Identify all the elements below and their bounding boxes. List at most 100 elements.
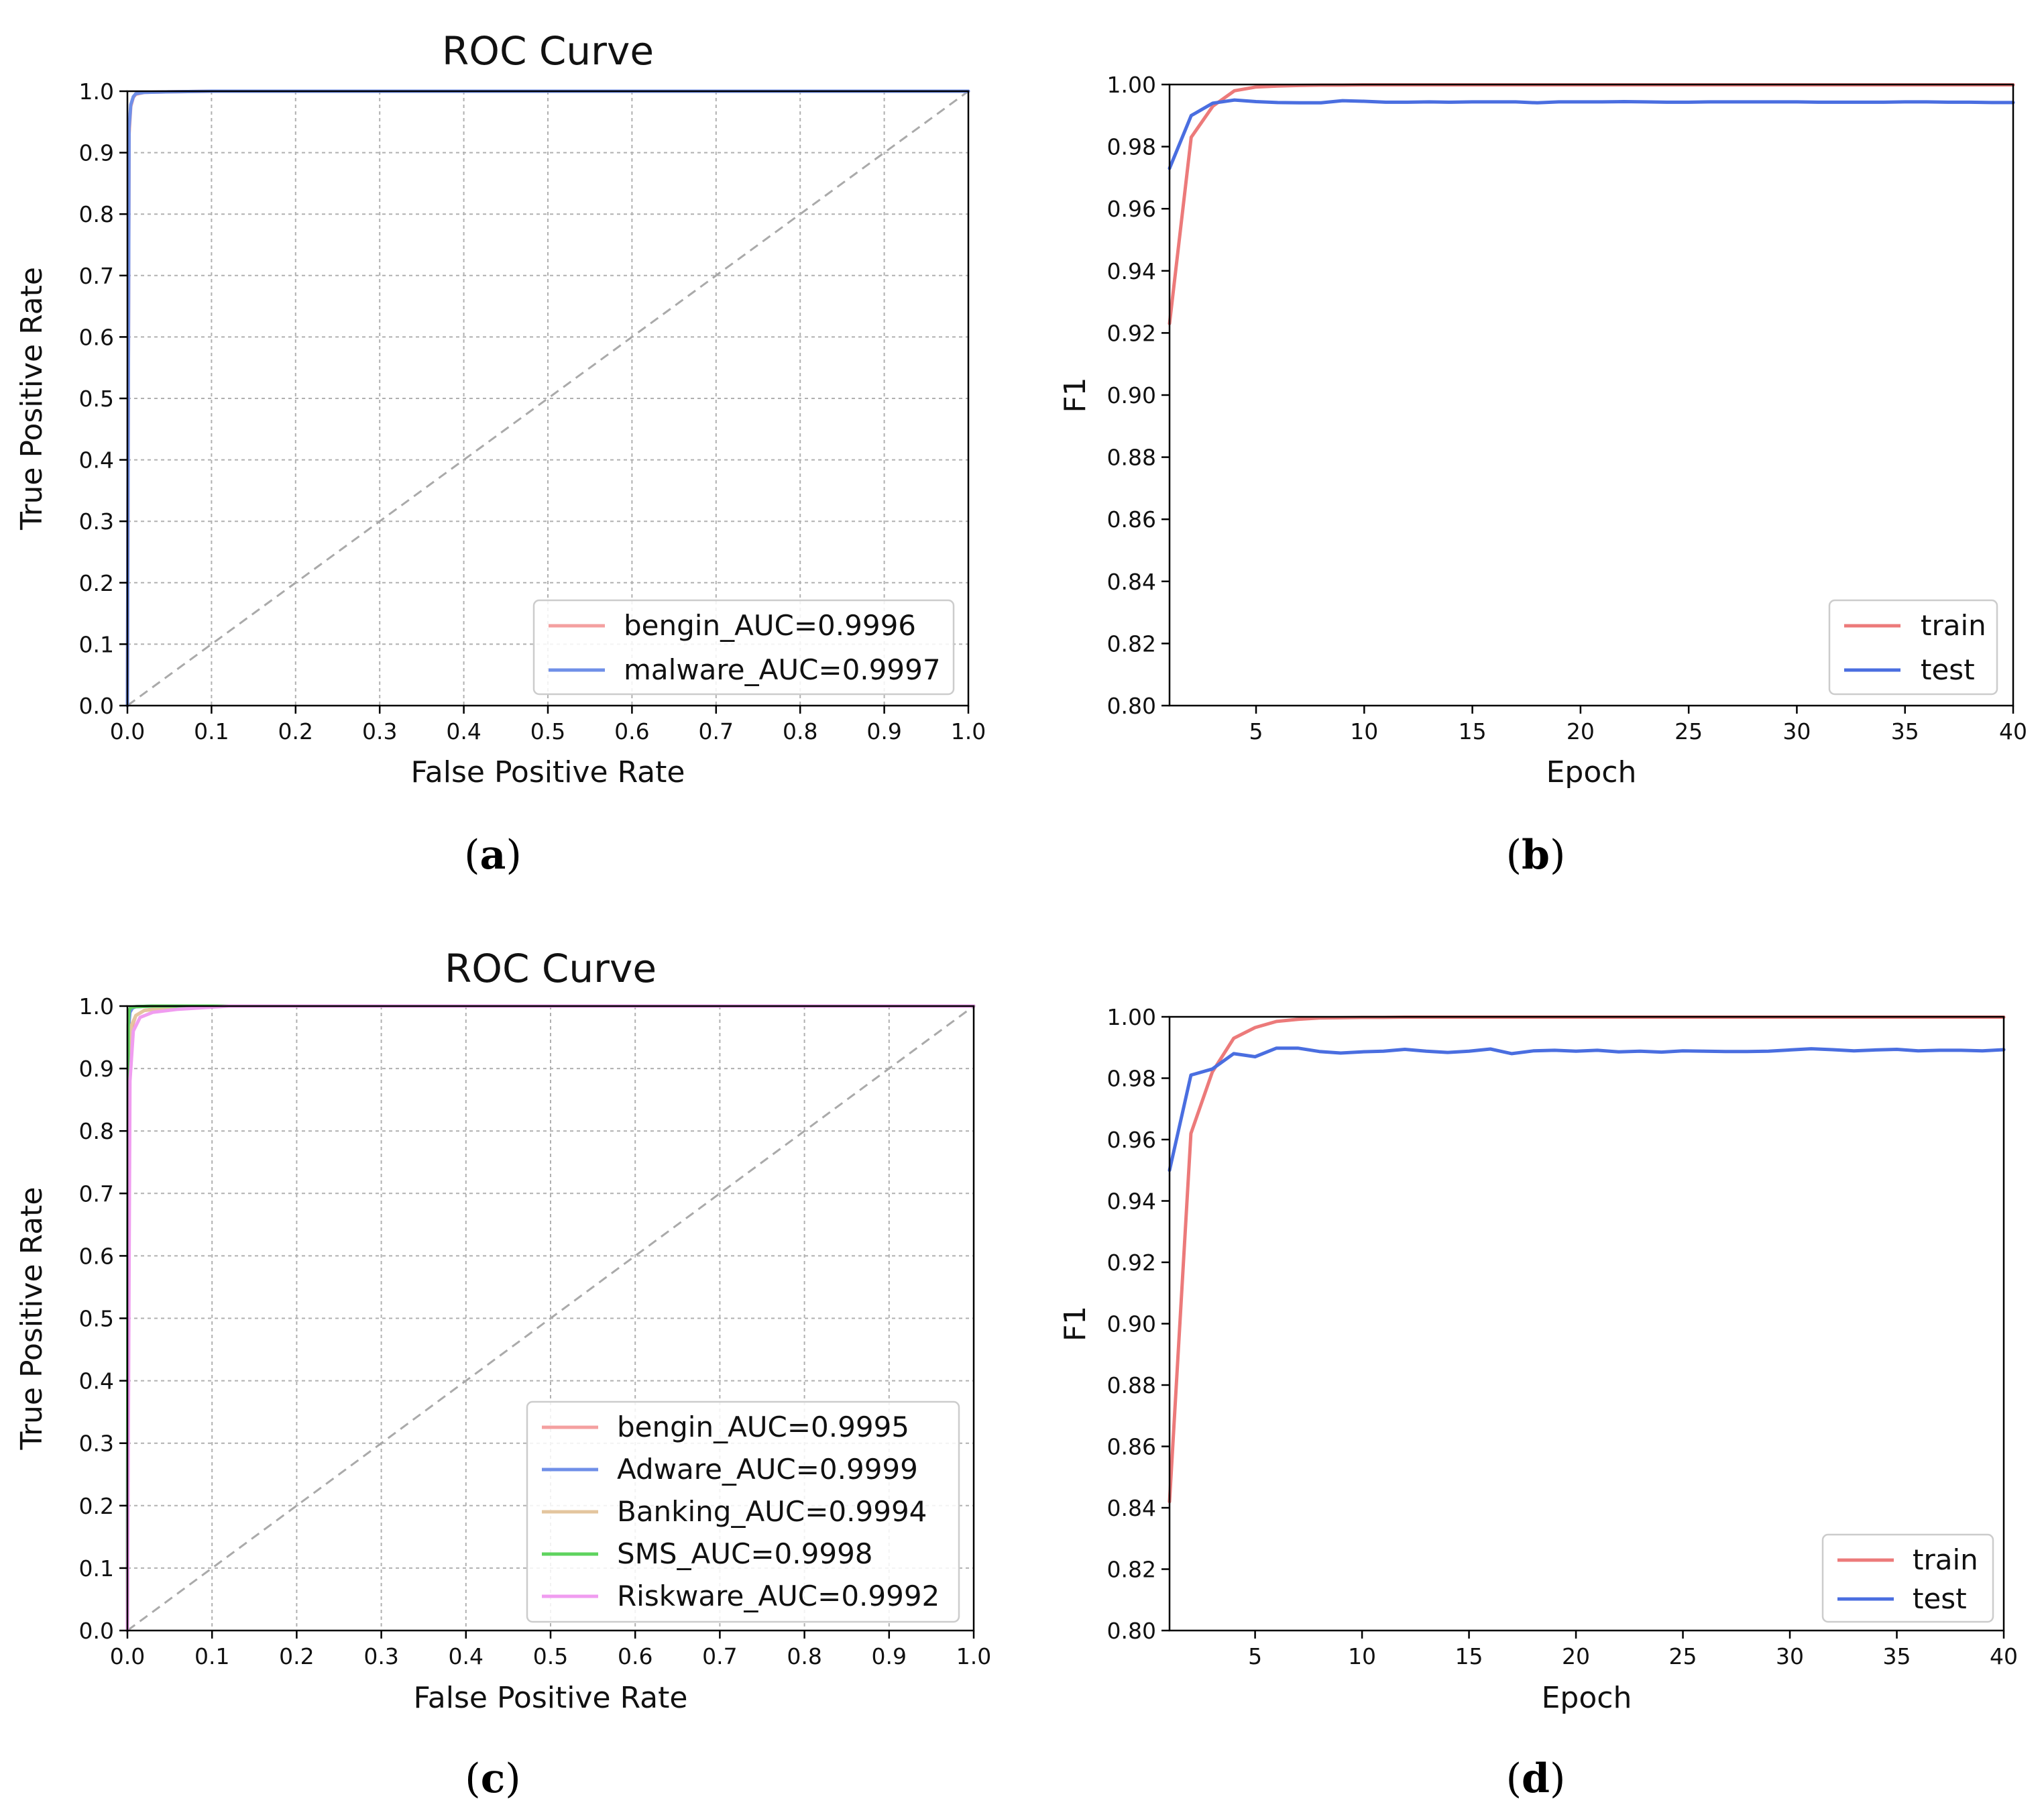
panel-d-y-tick-label: 0.88: [1107, 1372, 1156, 1398]
panel-d-y-tick-label: 0.86: [1107, 1434, 1156, 1460]
panel-a-x-tick-label: 1.0: [951, 718, 986, 745]
panel-a-x-tick-label: 0.9: [866, 718, 901, 745]
panel-c-y-tick-label: 0.1: [79, 1555, 114, 1582]
panel-b-y-tick-label: 0.96: [1107, 196, 1156, 222]
panel-a-x-tick-label: 0.3: [362, 718, 397, 745]
panel-b-y-tick-label: 0.98: [1107, 134, 1156, 160]
panel-b-y-tick-label: 0.82: [1107, 630, 1156, 657]
panel-b-y-tick-label: 0.80: [1107, 693, 1156, 719]
panel-d-x-tick-label: 5: [1248, 1643, 1262, 1669]
panel-c-y-axis-label: True Positive Rate: [15, 1187, 49, 1451]
panel-b-series-line-0: [1168, 83, 2015, 325]
panel-b-series-line-1: [1168, 98, 2015, 170]
panel-b-legend-label-1: test: [1921, 653, 1975, 686]
panel-b-x-tick-label: 5: [1249, 718, 1263, 745]
panel-d-x-tick-label: 30: [1776, 1643, 1804, 1669]
panel-d-y-tick-label: 0.92: [1107, 1250, 1156, 1276]
panel-d-x-tick-label: 40: [1990, 1643, 2018, 1669]
panel-d-y-tick-label: 0.82: [1107, 1557, 1156, 1583]
panel-b-f1-chart: 5 10 15 20 25 30 35 40 0.80 0.82 0.84 0.86 0.88 0.90 0…: [1058, 72, 2027, 789]
panel-c-x-tick-label: 0.1: [194, 1643, 229, 1669]
panel-d-x-tick-label: 10: [1348, 1643, 1376, 1669]
panel-c-legend-label-1: Adware_AUC=0.9999: [617, 1453, 918, 1486]
panel-b-y-tick-label: 0.88: [1107, 445, 1156, 471]
panel-a-y-tick-label: 0.0: [79, 693, 114, 719]
panel-c-y-tick-label: 1.0: [79, 993, 114, 1019]
panel-c-x-tick-label: 0.8: [787, 1643, 821, 1669]
panel-c-y-tick-label: 0.7: [79, 1180, 114, 1207]
panel-b-x-tick-label: 20: [1567, 718, 1595, 745]
panel-c-y-tick-label: 0.6: [79, 1243, 114, 1269]
panel-a-roc-chart: 0.0 0.1 0.2 0.3 0.4 0.5 0.6 0.7 0.8 0.9 1.0 0.0 0.1 0…: [15, 28, 986, 789]
panel-d-x-tick-label: 25: [1669, 1643, 1697, 1669]
panel-a-legend-box: [532, 599, 955, 696]
panel-c-legend-box: [526, 1400, 960, 1623]
panel-d-series-line-1: [1168, 1046, 2006, 1172]
panel-c-legend-label-0: bengin_AUC=0.9995: [617, 1411, 909, 1443]
panel-d-x-tick-label: 35: [1883, 1643, 1911, 1669]
panel-a-y-axis-label: True Positive Rate: [15, 267, 49, 531]
panel-c-x-tick-label: 0.2: [279, 1643, 314, 1669]
panel-c-legend-label-3: SMS_AUC=0.9998: [617, 1537, 873, 1570]
panel-a-y-tick-label: 0.6: [79, 324, 114, 350]
panel-c-legend-label-4: Riskware_AUC=0.9992: [617, 1580, 940, 1612]
panel-a-y-tick-label: 0.2: [79, 570, 114, 596]
panel-a-x-tick-label: 0.4: [446, 718, 481, 745]
panel-c-y-tick-label: 0.9: [79, 1056, 114, 1082]
panel-a-x-tick-label: 0.1: [194, 718, 229, 745]
panel-b-y-tick-label: 0.94: [1107, 258, 1156, 284]
panel-b-x-tick-label: 35: [1891, 718, 1919, 745]
panel-d-y-tick-label: 0.90: [1107, 1311, 1156, 1337]
caption-d: (d): [1506, 1755, 1566, 1802]
panel-d-y-tick-label: 0.94: [1107, 1189, 1156, 1215]
panel-c-x-tick-label: 0.5: [533, 1643, 568, 1669]
panel-a-y-tick-label: 0.4: [79, 447, 114, 474]
panel-a-x-tick-label: 0.2: [278, 718, 313, 745]
panel-d-legend-label-1: test: [1913, 1582, 1967, 1615]
panel-d-y-tick-label: 0.96: [1107, 1127, 1156, 1153]
panel-b-x-tick-label: 15: [1459, 718, 1487, 745]
panel-a-x-tick-label: 0.0: [110, 718, 145, 745]
panel-a-y-tick-label: 0.5: [79, 386, 114, 412]
panel-c-x-tick-label: 0.9: [872, 1643, 907, 1669]
panel-a-y-tick-label: 0.3: [79, 508, 114, 535]
panel-b-x-tick-label: 30: [1782, 718, 1811, 745]
panel-a-x-tick-label: 0.5: [530, 718, 565, 745]
panel-b-y-tick-label: 0.92: [1107, 320, 1156, 346]
panel-d-y-tick-label: 1.00: [1107, 1004, 1156, 1030]
panel-a-chart-title: ROC Curve: [442, 28, 654, 74]
panel-a-x-tick-label: 0.8: [783, 718, 817, 745]
panel-d-x-tick-label: 20: [1562, 1643, 1590, 1669]
panel-b-y-axis-label: F1: [1058, 377, 1092, 412]
panel-c-x-tick-label: 0.3: [363, 1643, 398, 1669]
panel-c-roc-chart: 0.0 0.1 0.2 0.3 0.4 0.5 0.6 0.7 0.8 0.9 1.0 0.0 0.1 0…: [15, 946, 991, 1715]
panel-c-y-tick-label: 0.8: [79, 1118, 114, 1144]
panel-d-series-line-0: [1168, 1015, 2006, 1504]
caption-b: (b): [1506, 832, 1566, 879]
panel-b-x-tick-label: 10: [1350, 718, 1378, 745]
panel-a-legend-label-1: malware_AUC=0.9997: [624, 653, 941, 686]
panel-a-y-tick-label: 0.1: [79, 631, 114, 657]
panel-b-x-tick-label: 40: [1999, 718, 2027, 745]
panel-a-y-tick-label: 0.7: [79, 263, 114, 289]
panel-d-y-tick-label: 0.98: [1107, 1066, 1156, 1092]
panel-b-y-tick-label: 0.90: [1107, 382, 1156, 408]
panel-c-x-tick-label: 1.0: [956, 1643, 991, 1669]
panel-c-diagonal-reference-line: [127, 1005, 974, 1632]
panel-b-y-tick-label: 1.00: [1107, 72, 1156, 98]
panel-c-legend-label-2: Banking_AUC=0.9994: [617, 1495, 927, 1528]
panel-c-y-tick-label: 0.3: [79, 1431, 114, 1457]
panel-d-f1-chart: 5 10 15 20 25 30 35 40 0.80 0.82 0.84 0.86 0.88 0.90 0…: [1058, 1004, 2018, 1715]
panel-a-y-tick-label: 1.0: [79, 78, 114, 105]
panel-a-diagonal-reference-line: [127, 90, 969, 707]
panel-b-y-tick-label: 0.84: [1107, 569, 1156, 595]
panel-a-x-tick-label: 0.6: [614, 718, 649, 745]
panel-c-x-tick-label: 0.7: [702, 1643, 737, 1669]
panel-a-x-tick-label: 0.7: [699, 718, 734, 745]
caption-a: (a): [464, 832, 522, 879]
panel-a-legend-label-0: bengin_AUC=0.9996: [624, 609, 916, 642]
panel-c-x-tick-label: 0.0: [110, 1643, 145, 1669]
panel-c-y-tick-label: 0.5: [79, 1306, 114, 1332]
panel-c-y-tick-label: 0.0: [79, 1618, 114, 1644]
